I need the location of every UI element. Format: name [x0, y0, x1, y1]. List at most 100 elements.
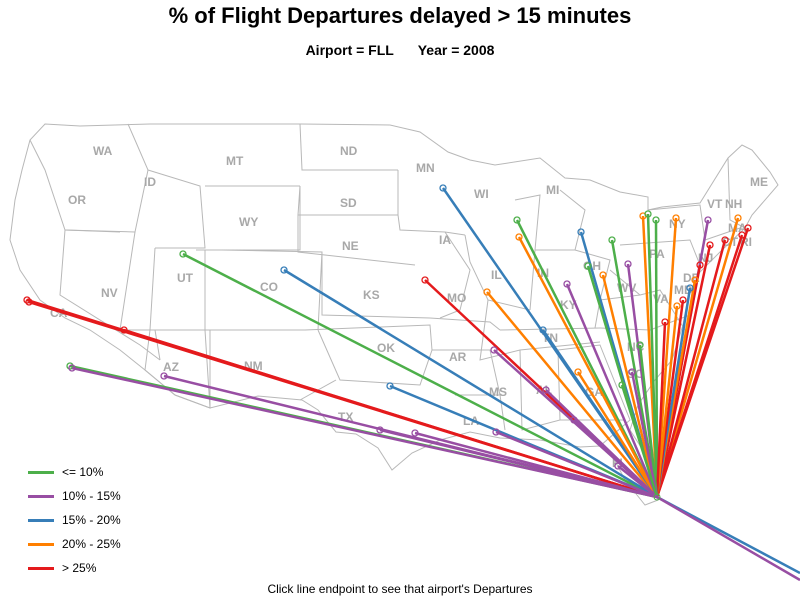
- flight-route-line: [654, 219, 659, 498]
- airport-endpoint-marker[interactable]: [644, 210, 652, 218]
- state-label-mi: MI: [546, 183, 559, 197]
- airport-endpoint-marker[interactable]: [744, 224, 752, 232]
- state-label-me: ME: [750, 175, 768, 189]
- state-label-wa: WA: [93, 144, 113, 158]
- airport-endpoint-marker[interactable]: [513, 216, 521, 224]
- state-label-ny: NY: [669, 217, 686, 231]
- airport-endpoint-marker[interactable]: [734, 214, 742, 222]
- airport-endpoint-marker[interactable]: [672, 214, 680, 222]
- legend-swatch: [28, 470, 54, 474]
- airport-endpoint-marker[interactable]: [584, 262, 592, 270]
- airport-endpoint-marker[interactable]: [25, 298, 33, 306]
- state-label-mt: MT: [226, 154, 244, 168]
- airport-endpoint-marker[interactable]: [439, 184, 447, 192]
- airport-endpoint-marker[interactable]: [636, 341, 644, 349]
- state-label-or: OR: [68, 193, 86, 207]
- flight-route-line: [576, 371, 659, 498]
- state-label-ms: MS: [489, 385, 507, 399]
- state-label-ks: KS: [363, 288, 380, 302]
- airport-endpoint-marker[interactable]: [577, 228, 585, 236]
- hub-airport-marker: [653, 493, 661, 501]
- airport-endpoint-marker[interactable]: [661, 318, 669, 326]
- airport-endpoint-marker[interactable]: [673, 302, 681, 310]
- airport-endpoint-marker[interactable]: [618, 381, 626, 389]
- airport-endpoint-marker[interactable]: [483, 288, 491, 296]
- flight-route-line: [655, 239, 727, 498]
- state-label-ok: OK: [377, 341, 395, 355]
- airport-endpoint-marker[interactable]: [66, 362, 74, 370]
- legend-item: > 25%: [28, 556, 121, 580]
- airport-endpoint-marker[interactable]: [696, 261, 704, 269]
- legend-swatch: [28, 494, 54, 498]
- flight-route-line: [517, 236, 659, 498]
- state-label-nh: NH: [725, 197, 742, 211]
- flight-route-line: [617, 465, 658, 498]
- airport-endpoint-marker[interactable]: [542, 386, 550, 394]
- airport-endpoint-marker[interactable]: [490, 346, 498, 354]
- flight-route-line: [565, 283, 659, 498]
- state-label-id: ID: [144, 175, 156, 189]
- legend-label: > 25%: [62, 561, 97, 575]
- footnote: Click line endpoint to see that airport'…: [267, 582, 533, 596]
- map-subtitle: Airport = FLL Year = 2008: [0, 42, 800, 58]
- airport-endpoint-marker[interactable]: [563, 280, 571, 288]
- state-label-nv: NV: [101, 286, 118, 300]
- state-label-ne: NE: [342, 239, 359, 253]
- flight-routes: [23, 184, 800, 582]
- airport-endpoint-marker[interactable]: [492, 428, 500, 436]
- flight-route-line: [655, 305, 679, 498]
- airport-endpoint-marker[interactable]: [411, 429, 419, 437]
- airport-endpoint-marker[interactable]: [160, 372, 168, 380]
- airport-endpoint-marker[interactable]: [738, 231, 746, 239]
- airport-filter-label: Airport = FLL: [305, 42, 394, 58]
- airport-endpoint-marker[interactable]: [608, 236, 616, 244]
- state-label-mo: MO: [447, 291, 466, 305]
- airport-endpoint-marker[interactable]: [691, 276, 699, 284]
- state-label-co: CO: [260, 280, 278, 294]
- airport-endpoint-marker[interactable]: [68, 364, 76, 372]
- flight-route-line: [414, 431, 658, 499]
- airport-endpoint-marker[interactable]: [386, 382, 394, 390]
- airport-endpoint-marker[interactable]: [686, 284, 694, 292]
- airport-endpoint-marker[interactable]: [515, 233, 523, 241]
- airport-endpoint-marker[interactable]: [179, 250, 187, 258]
- legend-item: 10% - 15%: [28, 484, 121, 508]
- state-label-wi: WI: [474, 187, 489, 201]
- state-label-mn: MN: [416, 161, 435, 175]
- state-label-ia: IA: [439, 233, 451, 247]
- airport-endpoint-marker[interactable]: [120, 326, 128, 334]
- map-title: % of Flight Departures delayed > 15 minu…: [168, 3, 632, 28]
- state-boundaries: [9, 123, 779, 506]
- flight-route-line: [630, 371, 659, 498]
- flight-route-line: [646, 213, 659, 498]
- airport-endpoint-marker[interactable]: [679, 296, 687, 304]
- flight-route-line: [71, 366, 658, 499]
- airport-endpoint-marker[interactable]: [23, 296, 31, 304]
- flight-route-line: [495, 430, 658, 499]
- airport-endpoint-marker[interactable]: [721, 236, 729, 244]
- airport-endpoint-marker[interactable]: [706, 241, 714, 249]
- state-label-il: IL: [491, 268, 502, 282]
- airport-endpoint-marker[interactable]: [421, 276, 429, 284]
- legend-item: 20% - 25%: [28, 532, 121, 556]
- legend-label: 10% - 15%: [62, 489, 121, 503]
- airport-endpoint-marker[interactable]: [624, 260, 632, 268]
- airport-endpoint-marker[interactable]: [704, 216, 712, 224]
- legend: <= 10% 10% - 15% 15% - 20% 20% - 25% > 2…: [28, 460, 121, 580]
- airport-endpoint-marker[interactable]: [280, 266, 288, 274]
- airport-endpoint-marker[interactable]: [652, 216, 660, 224]
- airport-endpoint-marker[interactable]: [614, 462, 622, 470]
- state-label-vt: VT: [707, 197, 723, 211]
- flight-route-line: [182, 252, 658, 499]
- state-label-nd: ND: [340, 144, 358, 158]
- state-label-az: AZ: [163, 360, 179, 374]
- flight-route-line: [656, 495, 800, 582]
- legend-label: 20% - 25%: [62, 537, 121, 551]
- airport-endpoint-marker[interactable]: [599, 271, 607, 279]
- state-label-ky: KY: [560, 298, 577, 312]
- airport-endpoint-marker[interactable]: [539, 326, 547, 334]
- airport-endpoint-marker[interactable]: [574, 368, 582, 376]
- flight-route-line: [620, 384, 659, 498]
- airport-endpoint-marker[interactable]: [376, 426, 384, 434]
- airport-endpoint-marker[interactable]: [628, 368, 636, 376]
